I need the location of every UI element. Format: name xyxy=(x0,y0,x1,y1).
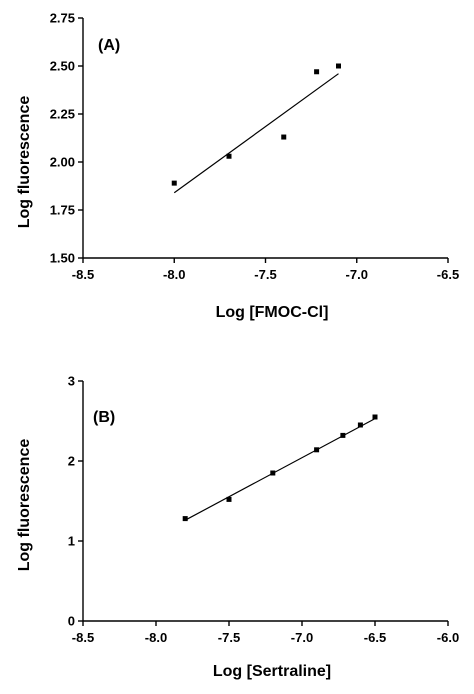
panel-b-data-point xyxy=(340,432,346,438)
panel-b-y-tick-label: 2 xyxy=(68,454,75,469)
panel-a-y-tick-label: 2.25 xyxy=(50,107,75,122)
panel-a-x-tick-label: -7.0 xyxy=(346,267,368,282)
panel-a-y-tick-label: 2.75 xyxy=(50,11,75,26)
panel-a-fit-line xyxy=(173,73,339,194)
panel-a-data-point xyxy=(336,63,341,69)
panel-b-data-point xyxy=(226,496,232,502)
panel-b-y-tick-label: 1 xyxy=(68,534,75,549)
panel-a-y-tick-label: 1.75 xyxy=(50,203,75,218)
panel-a-x-tick-label: -7.5 xyxy=(254,267,276,282)
panel-b-data-point xyxy=(372,414,378,420)
panel-a-data-point xyxy=(171,180,177,186)
panel-b-data-point xyxy=(357,422,363,428)
panel-b-label: (B) xyxy=(93,409,115,426)
panel-a-data-point xyxy=(226,153,232,159)
panel-a-y-tick-label: 2.50 xyxy=(50,59,75,74)
panel-b-x-tick-label: -8.5 xyxy=(72,630,94,645)
panel-b-x-tick-label: -7.5 xyxy=(218,630,240,645)
panel-a-x-tick-label: -8.0 xyxy=(163,267,185,282)
panel-a-y-axis-title: Log fluorescence xyxy=(16,96,33,229)
panel-a-label: (A) xyxy=(98,37,120,54)
panel-b-y-tick-label: 3 xyxy=(68,374,75,389)
panel-a-x-axis-title: Log [FMOC-Cl] xyxy=(216,304,329,321)
chart-panel-b: (B) Log [Sertraline] Log fluorescence -8… xyxy=(16,374,459,681)
panel-b-x-axis-title: Log [Sertraline] xyxy=(213,663,331,680)
panel-a-data-point xyxy=(281,134,287,140)
panel-a-data-point xyxy=(314,69,320,75)
panel-b-data-point xyxy=(314,447,320,453)
panel-a-x-tick-label: -6.5 xyxy=(437,267,459,282)
panel-b-x-tick-label: -7.0 xyxy=(291,630,313,645)
panel-b-y-tick-label: 0 xyxy=(68,614,75,629)
panel-b-data-point xyxy=(270,470,276,476)
panel-a-y-tick-label: 1.50 xyxy=(50,251,75,266)
panel-a-y-tick-label: 2.00 xyxy=(50,155,75,170)
panel-a-x-tick-label: -8.5 xyxy=(72,267,94,282)
panel-b-x-tick-label: -6.0 xyxy=(437,630,459,645)
panel-b-fit-line xyxy=(184,418,376,521)
panel-b-y-axis-title: Log fluorescence xyxy=(16,439,33,572)
panel-b-x-tick-label: -8.0 xyxy=(145,630,167,645)
panel-b-x-tick-label: -6.5 xyxy=(364,630,386,645)
panel-b-data-point xyxy=(182,516,188,522)
chart-panel-a: (A) Log [FMOC-Cl] Log fluorescence -8.5 -… xyxy=(16,11,459,322)
